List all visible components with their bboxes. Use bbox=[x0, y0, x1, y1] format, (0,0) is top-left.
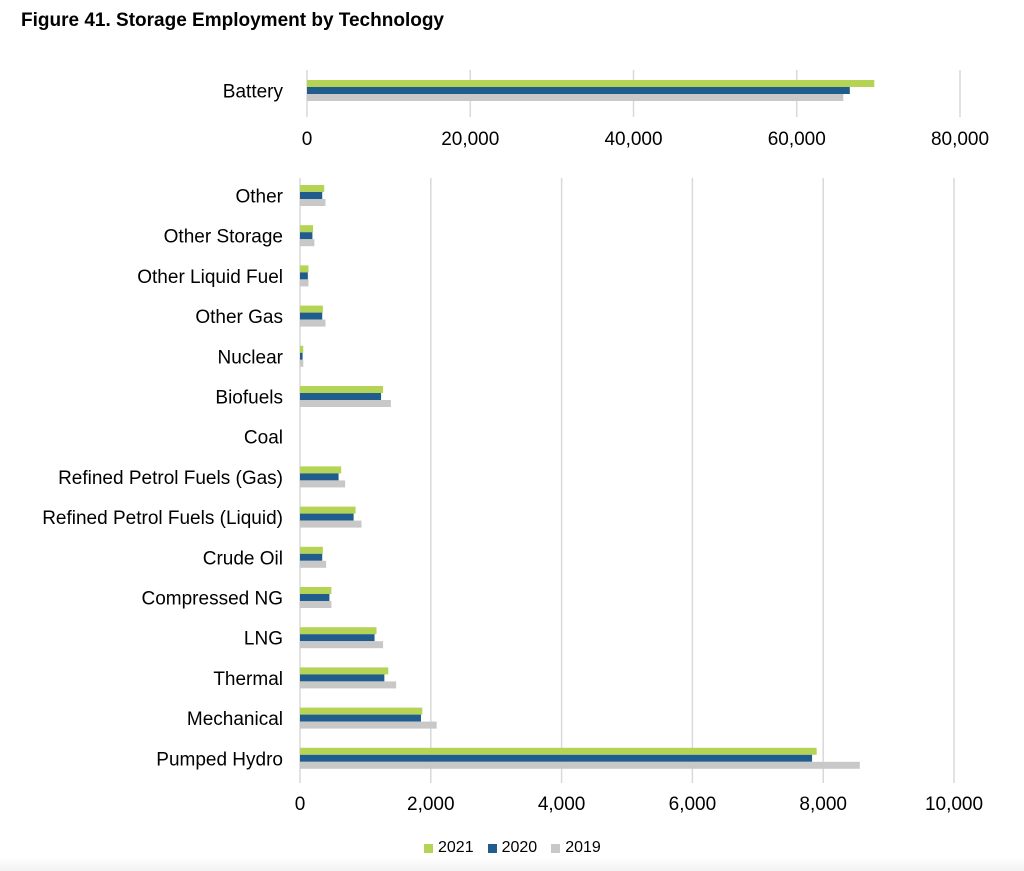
x-tick-label: 20,000 bbox=[441, 129, 499, 150]
bar-other-storage-2021 bbox=[300, 225, 314, 233]
category-label-other-liquid-fuel: Other Liquid Fuel bbox=[137, 267, 283, 288]
bar-battery-2019 bbox=[307, 94, 844, 101]
bar-refined-petrol-fuels-liquid-2021 bbox=[300, 506, 356, 514]
legend-item-2019: 2019 bbox=[551, 839, 601, 857]
bar-pumped-hydro-2021 bbox=[300, 747, 817, 755]
bar-refined-petrol-fuels-liquid-2020 bbox=[300, 513, 354, 521]
bar-other-gas-2019 bbox=[300, 319, 326, 327]
bar-nuclear-2021 bbox=[300, 345, 304, 353]
category-label-compressed-ng: Compressed NG bbox=[142, 589, 284, 610]
category-label-refined-petrol-fuels-liquid: Refined Petrol Fuels (Liquid) bbox=[42, 508, 283, 529]
bar-biofuels-2019 bbox=[300, 400, 391, 407]
battery-chart: 0 20,000 40,000 60,000 80,000 Battery bbox=[223, 70, 989, 150]
bar-nuclear-2019 bbox=[300, 359, 304, 367]
bar-other-storage-2020 bbox=[300, 232, 313, 240]
bar-mechanical-2019 bbox=[300, 721, 437, 729]
legend-item-2021: 2021 bbox=[424, 839, 474, 857]
bar-refined-petrol-fuels-gas-2020 bbox=[300, 473, 339, 481]
legend-label-2019: 2019 bbox=[565, 839, 601, 856]
bar-compressed-ng-2021 bbox=[300, 587, 332, 594]
bar-refined-petrol-fuels-gas-2021 bbox=[300, 466, 342, 474]
bar-crude-oil-2021 bbox=[300, 546, 323, 554]
legend-swatch-2020 bbox=[487, 843, 497, 853]
category-label-other-storage: Other Storage bbox=[164, 227, 283, 248]
bar-mechanical-2021 bbox=[300, 707, 423, 715]
category-label-other: Other bbox=[235, 187, 283, 208]
category-label-battery: Battery bbox=[223, 82, 284, 103]
category-label-thermal: Thermal bbox=[213, 669, 283, 690]
bar-other-gas-2020 bbox=[300, 312, 323, 320]
x-tick-label: 10,000 bbox=[925, 794, 983, 815]
figure-title: Figure 41. Storage Employment by Technol… bbox=[21, 10, 445, 31]
bar-thermal-2020 bbox=[300, 674, 385, 682]
bar-other-2021 bbox=[300, 185, 325, 192]
x-tick-label: 4,000 bbox=[538, 794, 586, 815]
bar-refined-petrol-fuels-gas-2019 bbox=[300, 480, 346, 488]
legend-swatch-2019 bbox=[551, 843, 561, 853]
bar-pumped-hydro-2020 bbox=[300, 754, 813, 762]
bar-thermal-2019 bbox=[300, 681, 397, 689]
legend-label-2020: 2020 bbox=[501, 839, 538, 856]
bar-nuclear-2020 bbox=[300, 352, 303, 360]
category-label-nuclear: Nuclear bbox=[218, 347, 284, 368]
bar-compressed-ng-2020 bbox=[300, 594, 330, 601]
bar-battery-2021 bbox=[307, 80, 875, 87]
bar-thermal-2021 bbox=[300, 667, 389, 675]
x-tick-label: 6,000 bbox=[669, 794, 717, 815]
bar-other-liquid-fuel-2021 bbox=[300, 265, 309, 273]
x-tick-label: 80,000 bbox=[931, 129, 989, 150]
bar-refined-petrol-fuels-liquid-2019 bbox=[300, 520, 362, 528]
legend-swatch-2021 bbox=[424, 843, 433, 853]
category-label-pumped-hydro: Pumped Hydro bbox=[156, 749, 283, 770]
technology-chart: 0 2,000 4,000 6,000 8,000 10,000 Other Other St… bbox=[42, 178, 983, 815]
category-label-other-gas: Other Gas bbox=[195, 307, 283, 328]
category-label-refined-petrol-fuels-gas: Refined Petrol Fuels (Gas) bbox=[58, 468, 283, 489]
category-label-biofuels: Biofuels bbox=[215, 388, 283, 409]
bar-other-storage-2019 bbox=[300, 239, 315, 247]
bar-mechanical-2020 bbox=[300, 714, 421, 722]
bar-other-liquid-fuel-2020 bbox=[300, 272, 308, 280]
x-tick-label: 0 bbox=[295, 794, 306, 815]
category-label-mechanical: Mechanical bbox=[187, 709, 283, 730]
bar-compressed-ng-2019 bbox=[300, 601, 332, 608]
x-tick-label: 60,000 bbox=[768, 129, 826, 150]
x-tick-label: 40,000 bbox=[604, 129, 662, 150]
bar-biofuels-2021 bbox=[300, 386, 384, 393]
bar-lng-2021 bbox=[300, 627, 377, 635]
bar-other-gas-2021 bbox=[300, 305, 323, 313]
bar-lng-2020 bbox=[300, 634, 375, 642]
x-tick-label: 8,000 bbox=[799, 794, 847, 815]
legend: 2021 2020 2019 bbox=[424, 839, 601, 857]
category-label-coal: Coal bbox=[244, 428, 283, 449]
bar-battery-2020 bbox=[307, 87, 850, 94]
bar-lng-2019 bbox=[300, 641, 384, 649]
bar-other-2019 bbox=[300, 199, 326, 206]
bar-biofuels-2020 bbox=[300, 393, 382, 400]
x-tick-label: 2,000 bbox=[407, 794, 455, 815]
category-label-lng: LNG bbox=[244, 629, 283, 650]
bar-crude-oil-2020 bbox=[300, 553, 323, 561]
x-tick-label: 0 bbox=[302, 129, 313, 150]
legend-label-2021: 2021 bbox=[438, 839, 474, 856]
bar-crude-oil-2019 bbox=[300, 560, 327, 568]
page-edge bbox=[0, 857, 1024, 871]
bar-pumped-hydro-2019 bbox=[300, 761, 860, 769]
bar-other-2020 bbox=[300, 192, 323, 199]
legend-item-2020: 2020 bbox=[487, 839, 538, 857]
bar-other-liquid-fuel-2019 bbox=[300, 279, 309, 287]
category-label-crude-oil: Crude Oil bbox=[203, 548, 283, 569]
